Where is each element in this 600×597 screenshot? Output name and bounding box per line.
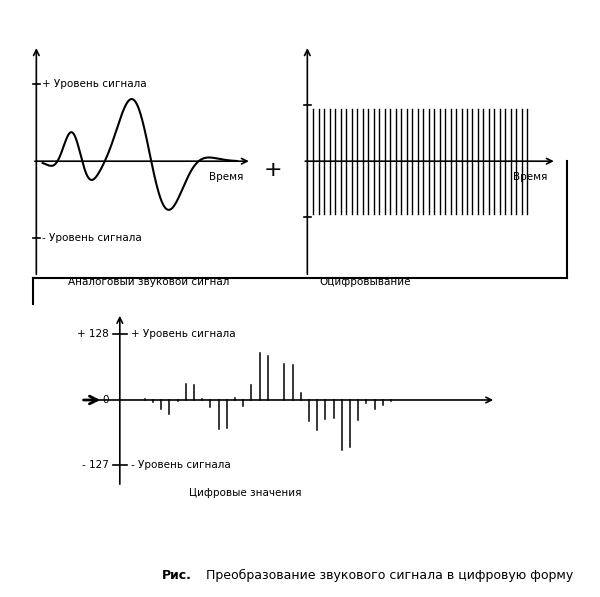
Text: Аналоговый звуковой сигнал: Аналоговый звуковой сигнал (68, 277, 229, 287)
Text: Время: Время (209, 172, 244, 181)
Text: Время: Время (512, 172, 547, 181)
Text: + Уровень сигнала: + Уровень сигнала (41, 79, 146, 89)
Text: + Уровень сигнала: + Уровень сигнала (131, 330, 236, 340)
Text: - Уровень сигнала: - Уровень сигнала (131, 460, 231, 470)
Text: 0: 0 (102, 395, 109, 405)
Text: Оцифровывание: Оцифровывание (320, 277, 411, 287)
Text: + 128: + 128 (77, 330, 109, 340)
Text: Преобразование звукового сигнала в цифровую форму: Преобразование звукового сигнала в цифро… (198, 569, 573, 582)
Text: Рис.: Рис. (162, 569, 192, 582)
Text: +: + (263, 160, 283, 180)
Text: Цифровые значения: Цифровые значения (190, 488, 302, 498)
Text: - Уровень сигнала: - Уровень сигнала (41, 233, 142, 244)
Text: - 127: - 127 (82, 460, 109, 470)
